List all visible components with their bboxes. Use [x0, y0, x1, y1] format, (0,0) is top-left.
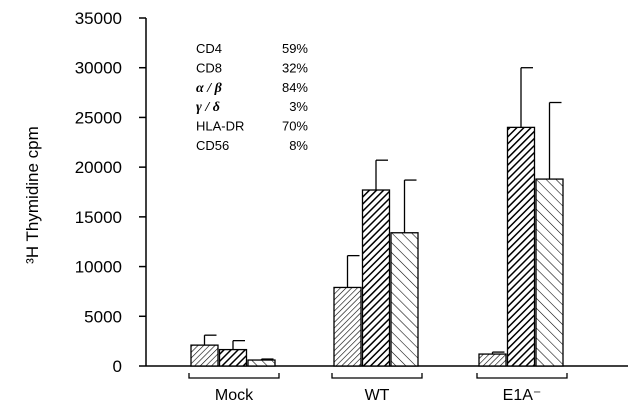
bar-mock-3 [247, 359, 276, 367]
bar-e1a-2 [506, 126, 536, 367]
category-label: E1A⁻ [503, 387, 542, 404]
bar-e1a-1 [478, 353, 507, 367]
category-label: Mock [215, 387, 254, 404]
annotation-label: α / β [196, 81, 223, 96]
y-tick-label: 0 [113, 357, 122, 376]
annotation-value: 32% [282, 60, 308, 75]
annotation-label: CD4 [196, 41, 222, 56]
y-tick-label: 35000 [75, 9, 122, 28]
bar-e1a-3 [535, 178, 564, 367]
category-bracket [331, 373, 423, 379]
annotation-value: 59% [282, 41, 308, 56]
y-tick-label: 30000 [75, 59, 122, 78]
y-axis-label: ³H Thymidine cpm [23, 126, 42, 264]
y-tick-label: 10000 [75, 258, 122, 277]
bar-mock-2 [218, 348, 248, 367]
bar-mock-1 [190, 344, 219, 367]
bar-wt-1 [333, 286, 362, 367]
annotation-label: HLA-DR [196, 119, 244, 134]
annotation-value: 70% [282, 119, 308, 134]
phenotype-annotation: CD4 59% CD8 32% α / β 84% γ / δ 3% HLA-DR 70% CD56… [196, 41, 308, 153]
y-ticks: 0 5000 10000 15000 20000 25000 30000 35000 [75, 9, 146, 376]
annotation-value: 84% [282, 80, 308, 95]
y-tick-label: 15000 [75, 208, 122, 227]
y-tick-label: 25000 [75, 108, 122, 127]
category-labels: Mock WT E1A⁻ [188, 373, 568, 404]
bars [190, 126, 564, 367]
annotation-value: 8% [289, 138, 308, 153]
y-tick-label: 5000 [84, 307, 122, 326]
annotation-label: CD56 [196, 138, 229, 153]
bar-wt-3 [390, 232, 419, 367]
y-tick-label: 20000 [75, 158, 122, 177]
bar-wt-2 [361, 189, 391, 367]
category-bracket [476, 373, 568, 379]
annotation-value: 3% [289, 99, 308, 114]
annotation-label: CD8 [196, 60, 222, 75]
annotation-label: γ / δ [196, 100, 220, 115]
error-bars [203, 67, 562, 361]
category-label: WT [365, 387, 390, 404]
category-bracket [188, 373, 280, 379]
